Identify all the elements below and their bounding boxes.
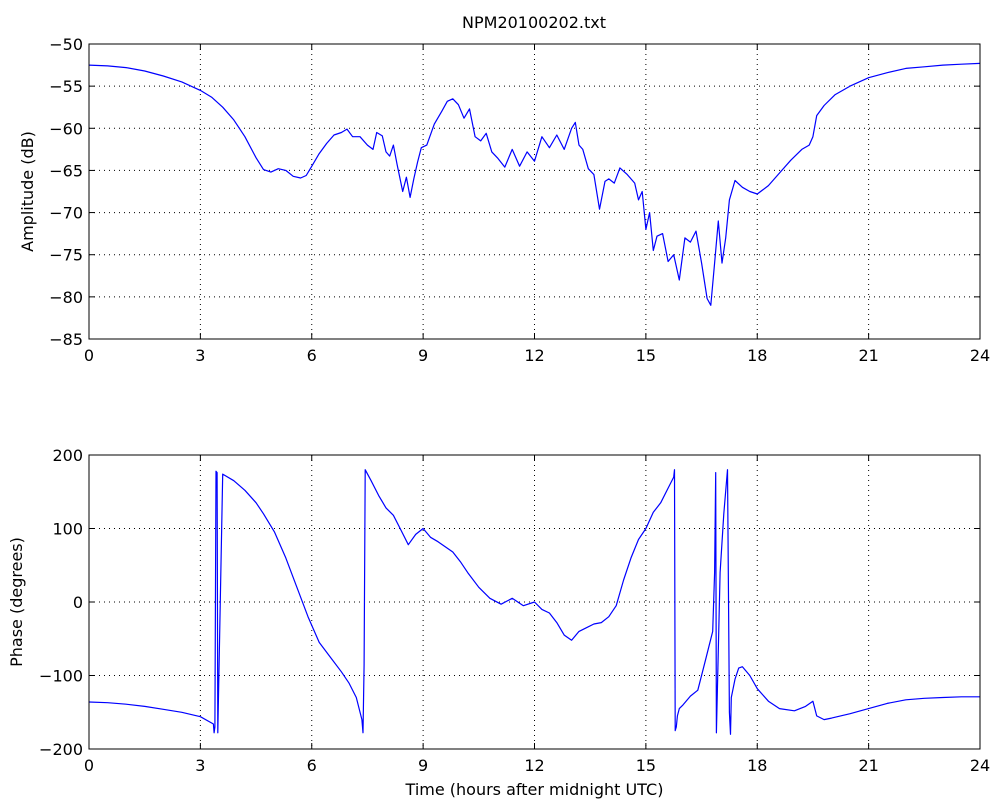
phase-ytick-label: 0 bbox=[73, 593, 83, 612]
phase-xtick-label: 15 bbox=[636, 756, 656, 775]
phase-xtick-label: 3 bbox=[195, 756, 205, 775]
phase-xtick-label: 9 bbox=[418, 756, 428, 775]
phase-ytick-label: −200 bbox=[39, 740, 83, 759]
amplitude-ylabel: Amplitude (dB) bbox=[18, 131, 37, 252]
phase-xtick-label: 18 bbox=[747, 756, 767, 775]
phase-xtick-label: 12 bbox=[524, 756, 544, 775]
amplitude-xtick-label: 9 bbox=[418, 346, 428, 365]
phase-xtick-label: 6 bbox=[307, 756, 317, 775]
amplitude-xtick-label: 6 bbox=[307, 346, 317, 365]
amplitude-ytick-label: −75 bbox=[49, 246, 83, 265]
phase-ytick-label: 100 bbox=[52, 520, 83, 539]
amplitude-ytick-label: −50 bbox=[49, 35, 83, 54]
phase-ytick-label: −100 bbox=[39, 667, 83, 686]
phase-xtick-label: 21 bbox=[858, 756, 878, 775]
phase-series-line bbox=[88, 469, 980, 735]
amplitude-xtick-label: 24 bbox=[970, 346, 990, 365]
phase-ytick-label: 200 bbox=[52, 446, 83, 465]
phase-xtick-label: 0 bbox=[84, 756, 94, 775]
phase-xlabel: Time (hours after midnight UTC) bbox=[405, 780, 664, 799]
amplitude-ytick-label: −55 bbox=[49, 77, 83, 96]
amplitude-xtick-label: 3 bbox=[195, 346, 205, 365]
amplitude-xtick-label: 12 bbox=[524, 346, 544, 365]
figure-title: NPM20100202.txt bbox=[462, 13, 606, 32]
phase-xtick-label: 24 bbox=[970, 756, 990, 775]
phase-ylabel: Phase (degrees) bbox=[7, 537, 26, 667]
amplitude-xtick-label: 18 bbox=[747, 346, 767, 365]
phase-plot: 0 3 6 9 12 15 18 21 24 −200 −100 0 100 200 Phase (degr… bbox=[7, 446, 990, 799]
amplitude-plot: 0 3 6 9 12 15 18 21 24 −85 −80 −75 −70 −65 −60 −55 −50 Am… bbox=[18, 35, 990, 365]
amplitude-xtick-label: 21 bbox=[858, 346, 878, 365]
amplitude-ytick-label: −65 bbox=[49, 161, 83, 180]
amplitude-xtick-label: 0 bbox=[84, 346, 94, 365]
amplitude-ytick-label: −70 bbox=[49, 204, 83, 223]
amplitude-ytick-label: −85 bbox=[49, 330, 83, 349]
amplitude-ytick-label: −80 bbox=[49, 288, 83, 307]
amplitude-series-line bbox=[88, 62, 981, 306]
amplitude-xtick-label: 15 bbox=[636, 346, 656, 365]
amplitude-ytick-label: −60 bbox=[49, 119, 83, 138]
